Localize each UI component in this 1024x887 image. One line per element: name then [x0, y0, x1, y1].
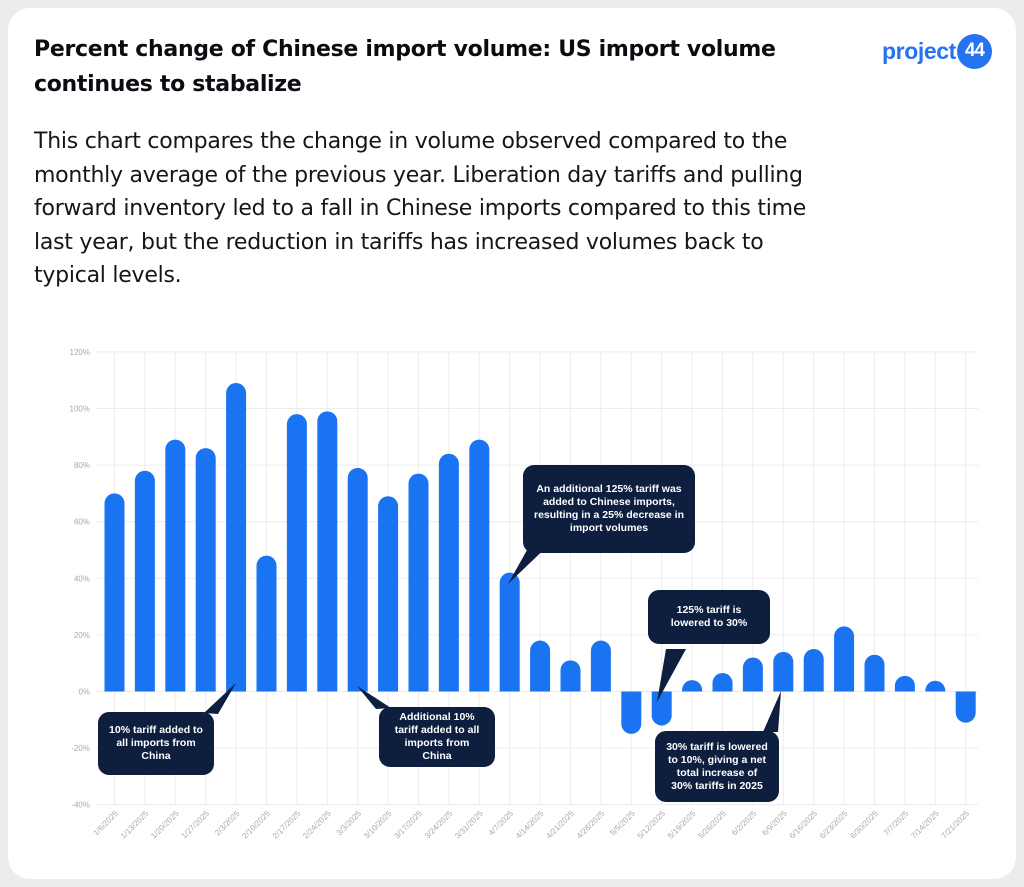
y-tick-label: 40%	[74, 574, 90, 583]
bar	[834, 626, 855, 692]
x-tick-label: 6/16/2025	[788, 809, 820, 841]
bar	[773, 651, 794, 692]
x-tick-label: 3/17/2025	[392, 809, 424, 841]
x-tick-label: 1/6/2025	[92, 809, 121, 838]
x-tick-label: 2/24/2025	[301, 809, 333, 841]
x-tick-label: 6/9/2025	[760, 809, 789, 838]
callout-pointer	[763, 691, 781, 732]
x-tick-label: 3/3/2025	[335, 809, 364, 838]
bar	[560, 660, 581, 692]
x-tick-label: 3/10/2025	[362, 809, 394, 841]
x-tick-label: 5/5/2025	[608, 809, 637, 838]
x-tick-label: 4/28/2025	[575, 809, 607, 841]
x-tick-label: 7/14/2025	[909, 809, 941, 841]
bar	[317, 411, 338, 692]
bar	[742, 657, 763, 692]
logo-text: project	[882, 37, 956, 64]
x-tick-label: 6/23/2025	[818, 809, 850, 841]
x-tick-label: 1/27/2025	[180, 809, 212, 841]
chart-title: Percent change of Chinese import volume:…	[34, 37, 776, 97]
bar	[134, 470, 155, 692]
bar	[165, 439, 186, 692]
x-tick-label: 5/19/2025	[666, 809, 698, 841]
x-tick-label: 2/17/2025	[271, 809, 303, 841]
y-tick-label: 0%	[78, 688, 90, 697]
bar	[530, 640, 551, 692]
x-tick-label: 6/2/2025	[730, 809, 759, 838]
y-tick-label: -20%	[71, 744, 90, 753]
y-tick-label: -40%	[71, 801, 90, 810]
bar	[864, 654, 885, 692]
bar	[955, 691, 976, 723]
y-tick-label: 100%	[70, 405, 90, 414]
bar	[590, 640, 611, 692]
bar	[894, 675, 915, 692]
x-tick-label: 2/10/2025	[240, 809, 272, 841]
x-tick-label: 3/31/2025	[453, 809, 485, 841]
bar	[378, 496, 399, 692]
x-tick-label: 1/20/2025	[149, 809, 181, 841]
callout-pointer	[657, 649, 686, 702]
callout-pointer	[204, 683, 236, 714]
y-tick-label: 80%	[74, 461, 90, 470]
callout-pointer	[357, 686, 391, 709]
x-tick-label: 4/21/2025	[544, 809, 576, 841]
bar	[469, 439, 490, 692]
bar	[712, 673, 733, 692]
x-tick-label: 3/24/2025	[423, 809, 455, 841]
bar	[256, 555, 277, 692]
project44-logo: project 44	[882, 31, 992, 71]
x-tick-label: 5/12/2025	[636, 809, 668, 841]
callout-additional-10pct-tariff: Additional 10% tariff added to all impor…	[379, 707, 495, 767]
bar	[682, 680, 703, 692]
x-tick-label: 4/14/2025	[514, 809, 546, 841]
y-tick-label: 120%	[70, 348, 90, 357]
bar	[408, 473, 429, 692]
x-tick-label: 1/13/2025	[119, 809, 151, 841]
x-tick-label: 2/3/2025	[213, 809, 242, 838]
y-tick-label: 20%	[74, 631, 90, 640]
x-tick-label: 7/21/2025	[940, 809, 972, 841]
bar	[286, 414, 307, 692]
logo-badge: 44	[956, 33, 992, 69]
bar	[347, 467, 368, 692]
callout-125pct-tariff: An additional 125% tariff was added to C…	[523, 465, 695, 553]
chart-description: This chart compares the change in volume…	[34, 129, 807, 288]
callout-10pct-tariff: 10% tariff added to all imports from Chi…	[98, 712, 214, 775]
x-tick-label: 6/30/2025	[848, 809, 880, 841]
bar	[621, 691, 642, 734]
x-tick-label: 5/26/2025	[696, 809, 728, 841]
y-tick-label: 60%	[74, 518, 90, 527]
x-tick-label: 4/7/2025	[487, 809, 516, 838]
callout-tariff-lowered-10: 30% tariff is lowered to 10%, giving a n…	[655, 731, 779, 802]
bar	[651, 691, 672, 726]
bar	[226, 383, 247, 692]
callout-tariff-lowered-30: 125% tariff is lowered to 30%	[648, 590, 770, 644]
bar	[438, 453, 459, 692]
x-tick-label: 7/7/2025	[882, 809, 911, 838]
bar	[925, 680, 946, 692]
bar	[104, 493, 125, 692]
bar	[499, 572, 520, 692]
bar	[803, 649, 824, 692]
bar	[195, 448, 216, 692]
